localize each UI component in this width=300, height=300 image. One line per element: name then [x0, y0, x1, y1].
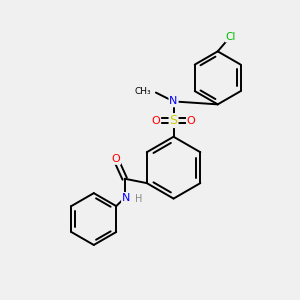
- Text: N: N: [169, 96, 178, 106]
- Text: S: S: [169, 114, 178, 127]
- Text: O: O: [152, 116, 160, 126]
- Text: CH₃: CH₃: [135, 87, 152, 96]
- Text: O: O: [187, 116, 196, 126]
- Text: H: H: [135, 194, 142, 204]
- Text: N: N: [122, 193, 130, 203]
- Text: O: O: [112, 154, 120, 164]
- Text: Cl: Cl: [226, 32, 236, 42]
